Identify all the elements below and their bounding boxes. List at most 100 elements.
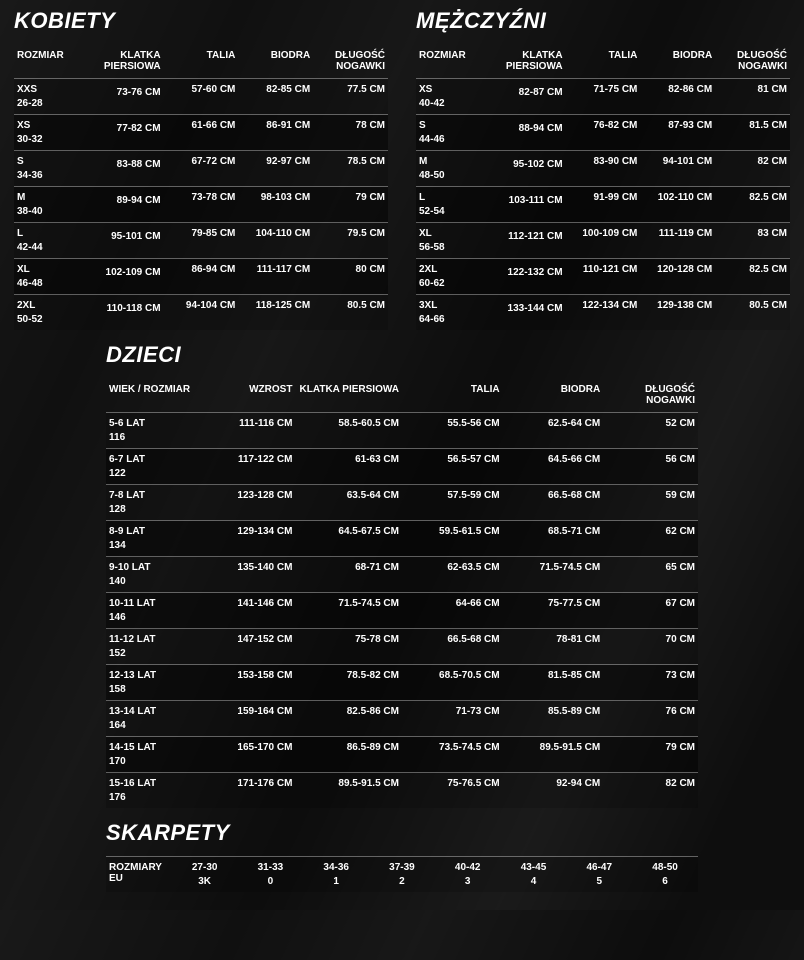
cell-inseam: 67 CM [603,593,698,629]
cell-inseam: 70 CM [603,629,698,665]
cell-size: S44-46 [416,115,483,151]
cell-inseam: 82.5 CM [715,259,790,295]
cell-chest: 103-111 CM [483,187,565,223]
col-header: WZROST [201,378,296,413]
cell-chest: 83-88 CM [81,151,163,187]
cell-chest: 64.5-67.5 CM [295,521,402,557]
socks-table: ROZMIARY EU27-303K31-33034-36137-39240-4… [106,856,698,892]
cell-size: L42-44 [14,223,81,259]
cell-chest: 110-118 CM [81,295,163,331]
cell-chest: 82-87 CM [483,79,565,115]
col-header: TALIA [566,44,641,79]
cell-height: 171-176 CM [201,773,296,809]
cell-waist: 62-63.5 CM [402,557,503,593]
cell-size: XS30-32 [14,115,81,151]
cell-waist: 75-76.5 CM [402,773,503,809]
socks-title: SKARPETY [106,820,698,846]
cell-age: 15-16 LAT176 [106,773,201,809]
col-header: KLATKA PIERSIOWA [81,44,163,79]
cell-inseam: 79.5 CM [313,223,388,259]
cell-waist: 68.5-70.5 CM [402,665,503,701]
cell-inseam: 80.5 CM [715,295,790,331]
table-row: XS30-3277-82 CM61-66 CM86-91 CM78 CM [14,115,388,151]
cell-age: 10-11 LAT146 [106,593,201,629]
women-title: KOBIETY [14,8,388,34]
cell-height: 147-152 CM [201,629,296,665]
socks-cell: 27-303K [172,857,238,893]
cell-waist: 91-99 CM [566,187,641,223]
table-row: 2XL60-62122-132 CM110-121 CM120-128 CM82… [416,259,790,295]
cell-inseam: 79 CM [313,187,388,223]
women-panel: KOBIETY ROZMIAR KLATKA PIERSIOWA TALIA B… [0,0,402,330]
table-row: 11-12 LAT152147-152 CM75-78 CM66.5-68 CM… [106,629,698,665]
cell-hips: 118-125 CM [238,295,313,331]
table-row: 9-10 LAT140135-140 CM68-71 CM62-63.5 CM7… [106,557,698,593]
cell-chest: 63.5-64 CM [295,485,402,521]
table-row: L42-4495-101 CM79-85 CM104-110 CM79.5 CM [14,223,388,259]
cell-age: 14-15 LAT170 [106,737,201,773]
socks-panel: SKARPETY ROZMIARY EU27-303K31-33034-3613… [92,820,712,910]
col-header: KLATKA PIERSIOWA [483,44,565,79]
table-row: XXS26-2873-76 CM57-60 CM82-85 CM77.5 CM [14,79,388,115]
cell-chest: 95-102 CM [483,151,565,187]
cell-size: XL56-58 [416,223,483,259]
cell-height: 111-116 CM [201,413,296,449]
cell-height: 123-128 CM [201,485,296,521]
cell-inseam: 52 CM [603,413,698,449]
cell-chest: 133-144 CM [483,295,565,331]
cell-size: 2XL60-62 [416,259,483,295]
socks-cell: 43-454 [501,857,567,893]
cell-inseam: 80.5 CM [313,295,388,331]
cell-age: 9-10 LAT140 [106,557,201,593]
cell-hips: 68.5-71 CM [503,521,604,557]
table-row: ROZMIARY EU27-303K31-33034-36137-39240-4… [106,857,698,893]
cell-waist: 79-85 CM [164,223,239,259]
cell-waist: 76-82 CM [566,115,641,151]
cell-size: L52-54 [416,187,483,223]
table-row: 6-7 LAT122117-122 CM61-63 CM56.5-57 CM64… [106,449,698,485]
socks-cell: 37-392 [369,857,435,893]
cell-chest: 77-82 CM [81,115,163,151]
cell-age: 7-8 LAT128 [106,485,201,521]
cell-hips: 111-117 CM [238,259,313,295]
col-header: BIODRA [503,378,604,413]
socks-cell: 31-330 [238,857,304,893]
cell-inseam: 80 CM [313,259,388,295]
cell-waist: 110-121 CM [566,259,641,295]
cell-chest: 88-94 CM [483,115,565,151]
table-row: 15-16 LAT176171-176 CM89.5-91.5 CM75-76.… [106,773,698,809]
cell-height: 135-140 CM [201,557,296,593]
cell-waist: 56.5-57 CM [402,449,503,485]
cell-size: S34-36 [14,151,81,187]
cell-hips: 62.5-64 CM [503,413,604,449]
cell-waist: 94-104 CM [164,295,239,331]
cell-inseam: 79 CM [603,737,698,773]
cell-inseam: 81.5 CM [715,115,790,151]
cell-chest: 61-63 CM [295,449,402,485]
kids-table: WIEK / ROZMIAR WZROST KLATKA PIERSIOWA T… [106,378,698,808]
cell-chest: 89-94 CM [81,187,163,223]
cell-waist: 73.5-74.5 CM [402,737,503,773]
col-header: ROZMIAR [416,44,483,79]
table-row: S44-4688-94 CM76-82 CM87-93 CM81.5 CM [416,115,790,151]
kids-panel: DZIECI WIEK / ROZMIAR WZROST KLATKA PIER… [92,342,712,808]
cell-hips: 120-128 CM [640,259,715,295]
women-table: ROZMIAR KLATKA PIERSIOWA TALIA BIODRA DŁ… [14,44,388,330]
table-row: M38-4089-94 CM73-78 CM98-103 CM79 CM [14,187,388,223]
cell-inseam: 77.5 CM [313,79,388,115]
cell-inseam: 82 CM [603,773,698,809]
cell-waist: 59.5-61.5 CM [402,521,503,557]
col-header: TALIA [164,44,239,79]
cell-height: 129-134 CM [201,521,296,557]
men-title: MĘŻCZYŹNI [416,8,790,34]
cell-inseam: 78 CM [313,115,388,151]
col-header: BIODRA [238,44,313,79]
table-row: XS40-4282-87 CM71-75 CM82-86 CM81 CM [416,79,790,115]
table-row: 12-13 LAT158153-158 CM78.5-82 CM68.5-70.… [106,665,698,701]
cell-hips: 129-138 CM [640,295,715,331]
socks-row-label: ROZMIARY EU [106,857,172,893]
cell-age: 13-14 LAT164 [106,701,201,737]
cell-age: 5-6 LAT116 [106,413,201,449]
table-row: XL46-48102-109 CM86-94 CM111-117 CM80 CM [14,259,388,295]
cell-hips: 104-110 CM [238,223,313,259]
